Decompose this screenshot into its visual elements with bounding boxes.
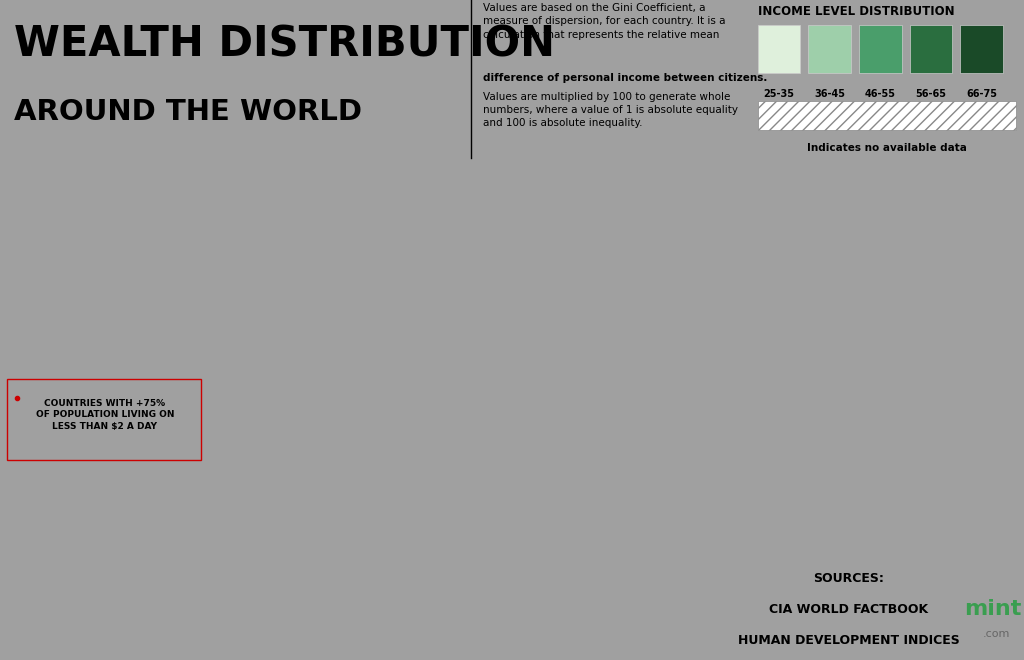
Text: 66-75: 66-75 — [966, 88, 997, 99]
Text: AROUND THE WORLD: AROUND THE WORLD — [14, 98, 362, 126]
Bar — [758, 102, 1016, 130]
Bar — [961, 25, 1002, 73]
Text: Values are based on the Gini Coefficient, a
measure of dispersion, for each coun: Values are based on the Gini Coefficient… — [482, 3, 725, 40]
Text: CIA WORLD FACTBOOK: CIA WORLD FACTBOOK — [769, 603, 929, 616]
Text: Indicates no available data: Indicates no available data — [807, 143, 967, 152]
Bar — [758, 25, 801, 73]
Text: COUNTRIES WITH +75%
OF POPULATION LIVING ON
LESS THAN $2 A DAY: COUNTRIES WITH +75% OF POPULATION LIVING… — [36, 399, 174, 431]
Text: Values are multiplied by 100 to generate whole
numbers, where a value of 1 is ab: Values are multiplied by 100 to generate… — [482, 92, 737, 128]
Text: WEALTH DISTRIBUTION: WEALTH DISTRIBUTION — [14, 24, 555, 66]
Text: 36-45: 36-45 — [814, 88, 845, 99]
Text: 46-55: 46-55 — [864, 88, 896, 99]
Text: 25-35: 25-35 — [764, 88, 795, 99]
Bar — [808, 25, 851, 73]
Text: HUMAN DEVELOPMENT INDICES: HUMAN DEVELOPMENT INDICES — [738, 634, 959, 647]
Text: mint: mint — [965, 599, 1022, 619]
Text: SOURCES:: SOURCES: — [813, 572, 885, 585]
Bar — [859, 25, 901, 73]
Text: 56-65: 56-65 — [915, 88, 946, 99]
Text: INCOME LEVEL DISTRIBUTION: INCOME LEVEL DISTRIBUTION — [758, 5, 954, 18]
Text: difference of personal income between citizens.: difference of personal income between ci… — [482, 73, 767, 83]
Bar — [909, 25, 952, 73]
Text: .com: .com — [983, 629, 1010, 639]
